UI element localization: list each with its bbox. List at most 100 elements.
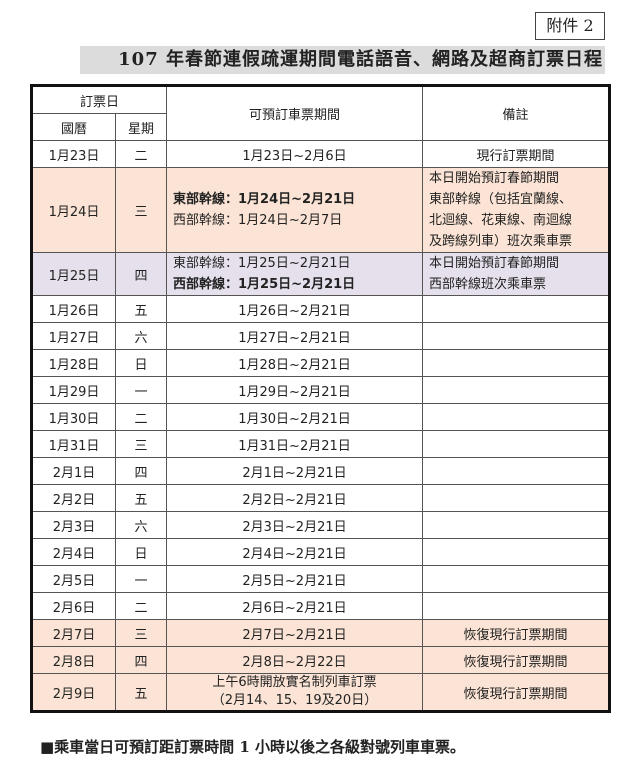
remarks-cell: 本日開始預訂春節期間 東部幹線（包括宜蘭線、 北迴線、花東線、南迴線 及跨線列車）班次… <box>422 167 610 253</box>
table-row: 1月31日三 1月31日~2月21日 <box>31 430 610 458</box>
table-row: 1月27日六 1月27日~2月21日 <box>31 322 610 350</box>
weekday-cell: 四 <box>115 646 167 674</box>
date-cell: 1月27日 <box>31 322 116 350</box>
remarks-cell <box>422 457 610 485</box>
header-weekday: 星期 <box>115 113 167 141</box>
date-cell: 2月4日 <box>31 538 116 566</box>
west-line-period: 西部幹線：1月25日~2月21日 <box>173 277 356 292</box>
east-line-period: 東部幹線：1月24日~2月21日 <box>173 192 356 207</box>
table-row: 2月7日三 2月7日~2月21日 恢復現行訂票期間 <box>31 619 610 647</box>
attachment-label: 附件 2 <box>535 12 605 40</box>
east-line-period: 東部幹線：1月25日~2月21日 <box>173 256 351 271</box>
period-cell: 1月26日~2月21日 <box>166 295 423 323</box>
weekday-cell: 四 <box>115 457 167 485</box>
remark-line: 西部幹線班次乘車票 <box>429 277 547 292</box>
table-row: 2月8日四 2月8日~2月22日 恢復現行訂票期間 <box>31 646 610 674</box>
header-period: 可預訂車票期間 <box>166 85 423 141</box>
weekday-cell: 二 <box>115 140 167 168</box>
period-cell: 2月1日~2月21日 <box>166 457 423 485</box>
weekday-cell: 日 <box>115 349 167 377</box>
date-cell: 1月25日 <box>31 252 116 296</box>
schedule-table: 訂票日 可預訂車票期間 備註 國曆 星期 1月23日二 1月23日~2月6日 現行訂… <box>30 84 611 713</box>
table-row: 1月28日日 1月28日~2月21日 <box>31 349 610 377</box>
remarks-cell <box>422 349 610 377</box>
weekday-cell: 五 <box>115 673 167 712</box>
remarks-cell <box>422 376 610 404</box>
date-cell: 1月23日 <box>31 140 116 168</box>
date-cell: 2月3日 <box>31 511 116 539</box>
remarks-cell <box>422 565 610 593</box>
remarks-cell: 恢復現行訂票期間 <box>422 619 610 647</box>
weekday-cell: 六 <box>115 322 167 350</box>
table-row: 2月6日二 2月6日~2月21日 <box>31 592 610 620</box>
weekday-cell: 五 <box>115 295 167 323</box>
period-cell: 2月5日~2月21日 <box>166 565 423 593</box>
date-cell: 2月5日 <box>31 565 116 593</box>
date-cell: 2月9日 <box>31 673 116 712</box>
weekday-cell: 二 <box>115 592 167 620</box>
remarks-cell: 恢復現行訂票期間 <box>422 646 610 674</box>
table-row: 1月24日三東部幹線：1月24日~2月21日 西部幹線：1月24日~2月7日 本日開… <box>31 167 610 253</box>
table-row: 1月23日二 1月23日~2月6日 現行訂票期間 <box>31 140 610 168</box>
remarks-cell <box>422 538 610 566</box>
period-cell: 1月31日~2月21日 <box>166 430 423 458</box>
remarks-cell: 現行訂票期間 <box>422 140 610 168</box>
table-row: 1月29日一 1月29日~2月21日 <box>31 376 610 404</box>
header-remarks: 備註 <box>422 85 610 141</box>
period-cell: 2月2日~2月21日 <box>166 484 423 512</box>
header-booking-day: 訂票日 <box>31 85 167 114</box>
remarks-cell <box>422 322 610 350</box>
table-row: 2月9日五 上午6時開放實名制列車訂票 （2月14、15、19及20日） 恢復現行訂票… <box>31 673 610 712</box>
remarks-cell <box>422 295 610 323</box>
date-cell: 1月28日 <box>31 349 116 377</box>
period-cell: 1月29日~2月21日 <box>166 376 423 404</box>
remarks-cell <box>422 403 610 431</box>
remarks-cell: 恢復現行訂票期間 <box>422 673 610 712</box>
period-cell: 1月30日~2月21日 <box>166 403 423 431</box>
remark-line: 本日開始預訂春節期間 <box>429 171 560 186</box>
period-cell: 1月23日~2月6日 <box>166 140 423 168</box>
period-line: 上午6時開放實名制列車訂票 <box>212 675 377 690</box>
weekday-cell: 三 <box>115 619 167 647</box>
date-cell: 1月31日 <box>31 430 116 458</box>
weekday-cell: 二 <box>115 403 167 431</box>
period-cell: 2月8日~2月22日 <box>166 646 423 674</box>
period-cell: 1月27日~2月21日 <box>166 322 423 350</box>
date-cell: 2月6日 <box>31 592 116 620</box>
date-cell: 1月29日 <box>31 376 116 404</box>
remarks-cell <box>422 592 610 620</box>
period-cell: 1月28日~2月21日 <box>166 349 423 377</box>
table-row: 1月26日五 1月26日~2月21日 <box>31 295 610 323</box>
weekday-cell: 一 <box>115 376 167 404</box>
weekday-cell: 三 <box>115 167 167 253</box>
table-row: 1月25日四東部幹線：1月25日~2月21日 西部幹線：1月25日~2月21日 本日… <box>31 252 610 296</box>
date-cell: 1月26日 <box>31 295 116 323</box>
period-cell: 2月3日~2月21日 <box>166 511 423 539</box>
date-cell: 2月8日 <box>31 646 116 674</box>
remark-line: 及跨線列車）班次乘車票 <box>429 234 573 249</box>
remarks-cell: 本日開始預訂春節期間 西部幹線班次乘車票 <box>422 252 610 296</box>
period-cell: 上午6時開放實名制列車訂票 （2月14、15、19及20日） <box>166 673 423 712</box>
remarks-cell <box>422 511 610 539</box>
table-row: 2月4日日 2月4日~2月21日 <box>31 538 610 566</box>
table-row: 1月30日二 1月30日~2月21日 <box>31 403 610 431</box>
weekday-cell: 六 <box>115 511 167 539</box>
weekday-cell: 三 <box>115 430 167 458</box>
table-row: 2月2日五 2月2日~2月21日 <box>31 484 610 512</box>
weekday-cell: 五 <box>115 484 167 512</box>
period-cell: 東部幹線：1月25日~2月21日 西部幹線：1月25日~2月21日 <box>166 252 423 296</box>
west-line-period: 西部幹線：1月24日~2月7日 <box>173 213 343 228</box>
period-cell: 東部幹線：1月24日~2月21日 西部幹線：1月24日~2月7日 <box>166 167 423 253</box>
table-row: 2月1日四 2月1日~2月21日 <box>31 457 610 485</box>
weekday-cell: 一 <box>115 565 167 593</box>
table-row: 2月3日六 2月3日~2月21日 <box>31 511 610 539</box>
period-cell: 2月4日~2月21日 <box>166 538 423 566</box>
remarks-cell <box>422 484 610 512</box>
table-row: 2月5日一 2月5日~2月21日 <box>31 565 610 593</box>
period-cell: 2月6日~2月21日 <box>166 592 423 620</box>
weekday-cell: 四 <box>115 252 167 296</box>
date-cell: 1月30日 <box>31 403 116 431</box>
remark-line: 北迴線、花東線、南迴線 <box>429 213 573 228</box>
date-cell: 1月24日 <box>31 167 116 253</box>
date-cell: 2月7日 <box>31 619 116 647</box>
